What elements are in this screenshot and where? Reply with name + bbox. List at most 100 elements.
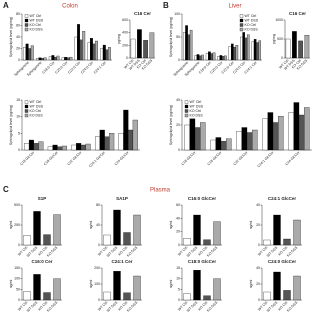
x-tick-label: WT Ctrl [97, 300, 108, 311]
bar [203, 295, 211, 301]
bar [103, 234, 111, 246]
bar [102, 44, 106, 61]
y-axis-label: Sphingolipid level (pg/mg) [9, 17, 13, 57]
bar [208, 51, 211, 61]
x-tick-label: KO Ctrl [197, 300, 208, 311]
x-tick-label: WT Ctrl [17, 300, 28, 311]
x-tick-label: KO Ctrl [291, 58, 302, 69]
y-tick-label: 20 [16, 46, 20, 50]
x-tick-label: KO DSS [46, 300, 59, 313]
legend-label: WT Ctrl [245, 14, 257, 18]
bar [130, 38, 136, 59]
x-tick-label: KO Ctrl [117, 245, 128, 256]
bar [256, 42, 259, 61]
bar [118, 133, 124, 151]
x-tick-label: WT Ctrl [177, 245, 188, 256]
bar [288, 112, 294, 151]
bar [43, 234, 51, 246]
y-tick-label: 0 [178, 243, 180, 247]
bar [185, 25, 188, 61]
x-tick-label: WT Ctrl [257, 300, 268, 311]
y-tick-label: 5 [178, 287, 180, 291]
bar [38, 57, 42, 61]
y-tick-label: 1000 [275, 18, 283, 22]
bar [200, 122, 206, 151]
legend-label: KO DSS [245, 27, 259, 31]
x-tick-label: KO Ctrl [136, 58, 147, 69]
y-axis-label: pg/mg [117, 34, 121, 44]
x-tick-label: KO Ctrl [277, 245, 288, 256]
y-tick-label: 5 [18, 131, 20, 135]
bar [212, 52, 216, 61]
bar [30, 45, 34, 61]
x-tick-label: C22 GlcCer [233, 150, 249, 166]
legend-label: WT Ctrl [30, 100, 42, 104]
bar [246, 34, 250, 61]
bar [251, 41, 255, 61]
bar [224, 55, 227, 61]
legend-swatch [24, 14, 29, 18]
bar [52, 144, 58, 151]
bar [43, 292, 51, 301]
bar [193, 269, 201, 301]
bar [210, 53, 214, 61]
bar [82, 31, 86, 61]
legend-swatch [184, 104, 189, 109]
bar [194, 55, 198, 61]
bar [283, 238, 291, 246]
x-tick-label: KO DSS [206, 300, 219, 313]
y-tick-label: 10 [176, 277, 180, 281]
bar [79, 39, 83, 61]
bar [298, 114, 305, 151]
bar [236, 131, 242, 151]
y-tick-label: 40 [256, 266, 260, 270]
bar [123, 109, 129, 151]
legend-swatch [184, 100, 189, 104]
bar [133, 214, 141, 246]
x-tick-label: C22 GlcCer [67, 150, 83, 166]
bar [242, 32, 246, 61]
bar [198, 55, 202, 61]
bar [33, 274, 41, 301]
x-tick-label: WT Ctrl [177, 300, 188, 311]
bar [210, 139, 216, 151]
bar [217, 56, 220, 61]
y-tick-label: 40 [256, 203, 260, 207]
legend-label: KO DSS [30, 113, 44, 117]
panel-letter: B [163, 1, 169, 10]
legend-label: WT DSS [30, 18, 44, 22]
bar [193, 214, 201, 246]
x-tick-label: KO DSS [206, 245, 219, 258]
bar [25, 43, 29, 61]
bar [293, 219, 301, 246]
bar [47, 146, 53, 151]
y-tick-label: 150 [14, 266, 20, 270]
bar [189, 29, 193, 61]
bar [100, 48, 104, 61]
x-tick-label: KO Ctrl [37, 245, 48, 256]
y-axis-label: pg/mg [272, 34, 276, 44]
legend-label: KO DSS [30, 27, 44, 31]
bar [104, 136, 110, 151]
x-tick-label: C24:1 Cer [244, 60, 259, 75]
y-tick-label: 200 [94, 266, 100, 270]
panel-letter: C [3, 185, 9, 194]
y-tick-label: 250 [14, 223, 20, 227]
bar [53, 214, 61, 246]
y-tick-label: 80 [96, 203, 100, 207]
bar [33, 211, 41, 246]
y-axis-label: Sphingolipid level (pg/mg) [9, 105, 13, 145]
bar [38, 141, 44, 151]
bar [278, 116, 284, 151]
bar [23, 291, 31, 301]
chart-title: C16 Cer [289, 11, 306, 16]
bar [95, 136, 101, 151]
bar [66, 57, 70, 61]
y-tick-label: 40 [176, 216, 180, 220]
x-tick-label: WT DSS [186, 245, 199, 258]
y-tick-label: 500 [14, 203, 20, 207]
x-tick-label: C24 GlcCer [285, 150, 301, 166]
y-tick-label: 600 [122, 18, 128, 22]
bar [201, 54, 204, 61]
y-tick-label: 0 [18, 148, 20, 152]
